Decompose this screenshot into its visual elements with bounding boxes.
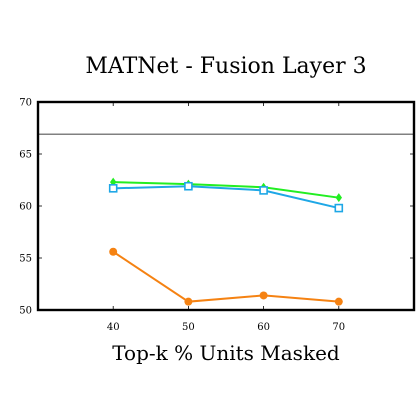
y-tick-label: 60	[19, 202, 32, 213]
x-tick-label: 40	[107, 322, 120, 333]
y-tick-label: 70	[19, 98, 32, 109]
data-point	[259, 291, 268, 300]
y-tick-label: 50	[19, 306, 32, 317]
data-point	[259, 186, 268, 195]
series-line-1	[113, 181, 339, 199]
x-axis-label: Top-k % Units Masked	[112, 341, 340, 365]
series-line-3	[112, 250, 339, 303]
x-tick-label: 50	[182, 322, 195, 333]
chart-title: MATNet - Fusion Layer 3	[85, 54, 366, 79]
plot-area: 50 55 60 65 70 40 50 60 70	[19, 98, 416, 333]
data-point	[184, 297, 193, 306]
x-tick-label: 60	[257, 322, 270, 333]
data-point	[334, 203, 344, 213]
series-line-2	[113, 185, 340, 210]
data-point	[108, 184, 118, 193]
y-tick-label: 65	[19, 150, 32, 161]
plot-frame	[36, 100, 416, 312]
data-point	[109, 247, 118, 256]
data-point	[184, 181, 193, 191]
y-tick-label: 55	[19, 254, 32, 265]
x-tick-label: 70	[332, 322, 345, 333]
data-point	[334, 297, 343, 306]
data-point	[335, 193, 342, 203]
